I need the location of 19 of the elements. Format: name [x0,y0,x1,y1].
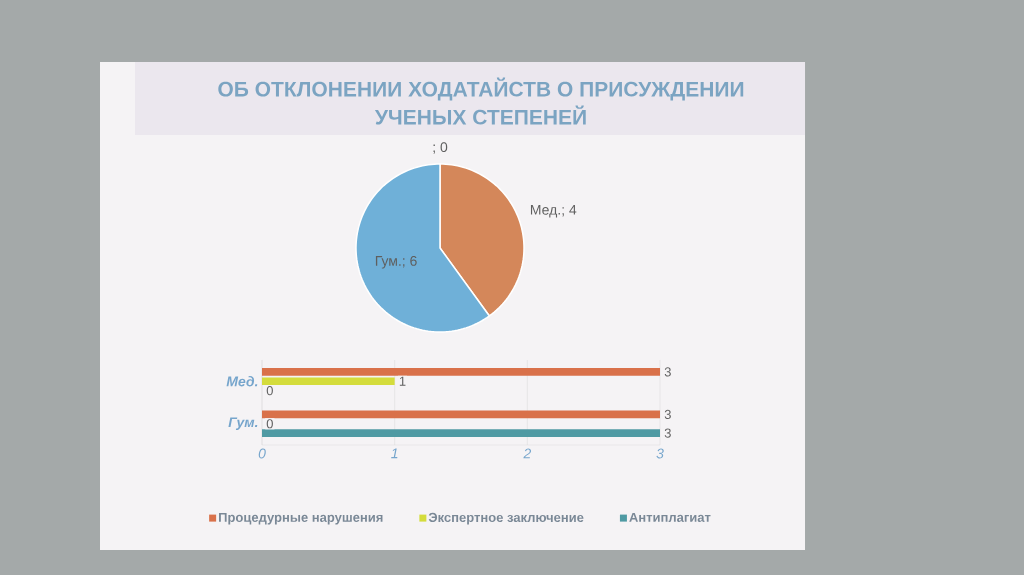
data-label: 3 [664,409,671,419]
data-label: 0 [266,385,273,396]
data-label: 3 [664,367,671,377]
legend-label: Антиплагиат [629,512,711,522]
legend-label: Экспертное заключение [428,512,584,525]
x-tick-label: 0 [258,448,266,459]
slice-label: Мед. [530,204,560,218]
data-label: 3 [664,428,671,438]
slice-label: Гум. [375,256,401,269]
legend-label: Процедурные нарушения [218,512,383,525]
text: ; 0 [433,142,448,154]
data-label: 1 [399,376,406,386]
data-label: ; 4 [562,204,577,217]
data-label: 0 [266,419,273,429]
x-tick-label: 2 [523,448,532,459]
data-label: ; 6 [403,255,417,268]
x-tick-label: 3 [656,448,664,459]
x-tick-label: 1 [391,448,398,459]
chart-title: ОБ ОТКЛОНЕНИИ ХОДАТАЙСТВ О ПРИСУЖДЕНИИ УЧЕНЫХ СТЕПЕНЕЙ [218,77,744,125]
